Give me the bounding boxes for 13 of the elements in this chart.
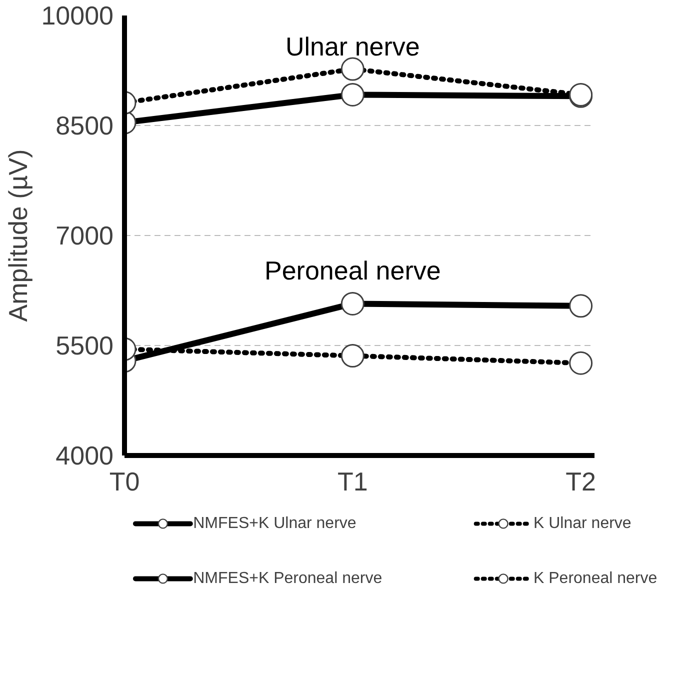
legend-label: K Peroneal nerve (534, 570, 658, 588)
annotation: Peroneal nerve (264, 256, 441, 286)
legend-label: NMFES+K Peroneal nerve (193, 570, 382, 588)
y-tick-label: 10000 (41, 0, 114, 30)
y-axis-title: Amplitude (µV) (3, 149, 34, 322)
legend-label: NMFES+K Ulnar nerve (193, 515, 356, 532)
y-tick-label: 7000 (56, 220, 114, 250)
y-tick-label: 8500 (56, 110, 114, 140)
y-tick-label: 5500 (56, 330, 114, 360)
x-tick-label: T1 (337, 466, 368, 496)
x-tick-label: T2 (566, 466, 596, 496)
annotation: Ulnar nerve (285, 31, 420, 62)
legend-label: K Ulnar nerve (534, 515, 632, 532)
